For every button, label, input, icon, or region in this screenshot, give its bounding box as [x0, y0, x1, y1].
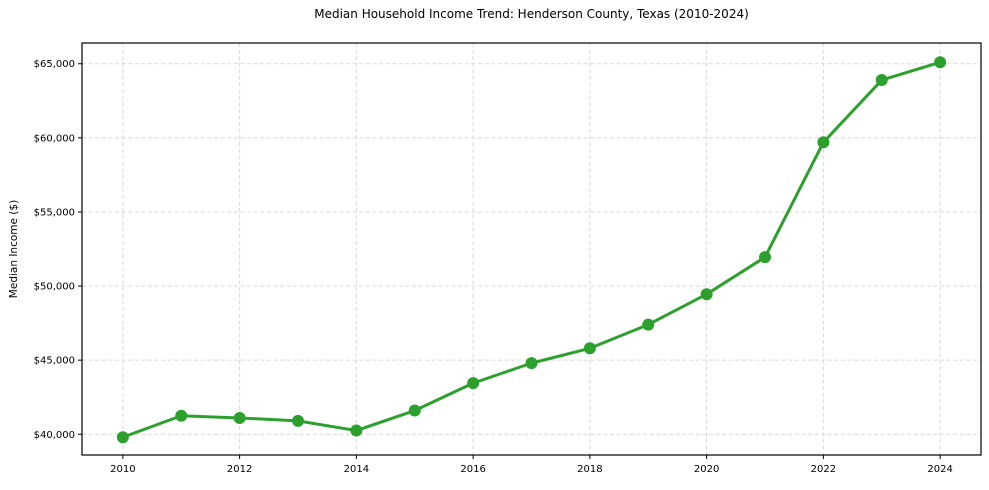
- x-tick-label: 2012: [227, 464, 252, 475]
- y-tick-label: $50,000: [34, 282, 75, 293]
- y-tick-label: $55,000: [34, 207, 75, 218]
- y-tick-label: $45,000: [34, 356, 75, 367]
- data-point-2021: [759, 251, 772, 264]
- plot-frame: [81, 42, 982, 456]
- x-tick-label: 2014: [344, 464, 369, 475]
- data-point-2016: [467, 377, 480, 390]
- x-tick-label: 2020: [694, 464, 719, 475]
- y-tick-label: $65,000: [34, 59, 75, 70]
- x-tick-label: 2022: [811, 464, 836, 475]
- data-point-2010: [116, 431, 129, 444]
- y-tick-label: $40,000: [34, 430, 75, 441]
- x-tick-label: 2010: [110, 464, 135, 475]
- data-point-2015: [408, 404, 421, 417]
- data-point-2011: [175, 409, 188, 422]
- data-point-2012: [233, 411, 246, 424]
- x-tick-label: 2024: [927, 464, 952, 475]
- data-point-2018: [583, 342, 596, 355]
- y-tick-label: $60,000: [34, 133, 75, 144]
- data-point-2023: [875, 74, 888, 87]
- x-tick-label: 2018: [577, 464, 602, 475]
- data-point-2017: [525, 357, 538, 370]
- data-point-2020: [700, 288, 713, 301]
- data-point-2014: [350, 424, 363, 437]
- x-tick-label: 2016: [460, 464, 485, 475]
- data-point-2013: [291, 414, 304, 427]
- data-point-2022: [817, 136, 830, 149]
- income-trend-line: [121, 60, 942, 439]
- data-point-2024: [934, 56, 947, 69]
- chart-title: Median Household Income Trend: Henderson…: [314, 7, 749, 21]
- data-point-2019: [642, 318, 655, 331]
